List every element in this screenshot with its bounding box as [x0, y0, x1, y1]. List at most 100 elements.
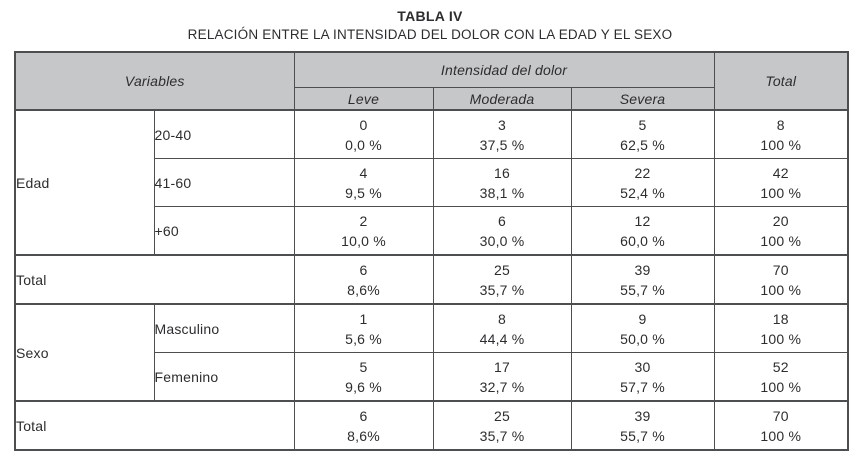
row-label: 41-60: [153, 158, 295, 207]
data-cell: 8 44,4 %: [432, 303, 572, 353]
percent-value: 35,7 %: [479, 281, 525, 298]
percent-value: 5,6 %: [345, 330, 382, 347]
data-cell: 0 0,0 %: [293, 109, 434, 159]
header-row-1: Variables Intensidad del dolor Total: [14, 51, 849, 111]
count-value: 3: [498, 116, 506, 133]
count-value: 2: [359, 212, 368, 229]
percent-value: 32,7 %: [479, 378, 525, 395]
data-cell: 25 35,7 %: [432, 254, 572, 305]
percent-value: 57,7 %: [620, 378, 665, 395]
table-title: TABLA IV: [397, 8, 463, 24]
data-cell: 6 8,6%: [293, 400, 434, 451]
percent-value: 9,5 %: [345, 184, 382, 201]
data-cell: 39 55,7 %: [570, 254, 715, 305]
header-level-severa: Severa: [570, 87, 715, 111]
data-cell: 30 57,7 %: [570, 352, 715, 402]
data-cell: 70 100 %: [713, 254, 849, 305]
header-variables: Variables: [14, 51, 295, 111]
data-cell: 70 100 %: [713, 400, 849, 451]
count-value: 5: [359, 358, 368, 375]
data-cell: 39 55,7 %: [570, 400, 715, 451]
data-cell: 5 9,6 %: [293, 352, 434, 402]
total-label: Total: [14, 254, 295, 305]
data-cell: 8 100 %: [713, 109, 849, 159]
percent-value: 35,7 %: [479, 427, 525, 444]
percent-value: 100 %: [760, 232, 802, 249]
data-cell: 20 100 %: [713, 206, 849, 256]
data-cell: 25 35,7 %: [432, 400, 572, 451]
count-value: 6: [498, 212, 506, 229]
table-row-sexo-masculino: Sexo Masculino 1 5,6 % 8 44,4 % 9 50,0 % 18…: [14, 303, 849, 402]
row-label: +60: [153, 206, 295, 256]
percent-value: 8,6%: [347, 427, 380, 444]
percent-value: 100 %: [760, 378, 802, 395]
count-value: 52: [772, 358, 789, 375]
data-cell: 3 37,5 %: [432, 109, 572, 159]
percent-value: 55,7 %: [620, 281, 665, 298]
count-value: 0: [359, 116, 368, 133]
header-level-leve: Leve: [293, 87, 434, 111]
count-value: 8: [498, 310, 506, 327]
count-value: 20: [772, 212, 789, 229]
percent-value: 100 %: [760, 281, 802, 298]
data-cell: 1 5,6 %: [293, 303, 434, 353]
table-row-edad-60plus: +60 2 10,0 % 6 30,0 % 12 60,0 % 20 100 %: [15, 206, 849, 256]
count-value: 30: [634, 358, 651, 375]
count-value: 16: [494, 164, 510, 181]
count-value: 17: [494, 358, 510, 375]
count-value: 70: [772, 261, 789, 278]
table-row-total-edad: Total 6 8,6% 25 35,7 % 39 55,7 % 70 100 %: [14, 254, 849, 305]
percent-value: 100 %: [760, 330, 802, 347]
count-value: 9: [638, 310, 647, 327]
count-value: 12: [634, 212, 651, 229]
total-label: Total: [14, 400, 295, 451]
count-value: 39: [634, 261, 651, 278]
count-value: 70: [772, 407, 789, 424]
row-label: 20-40: [153, 109, 295, 159]
data-cell: 52 100 %: [713, 352, 849, 402]
percent-value: 100 %: [760, 136, 802, 153]
header-level-moderada: Moderada: [432, 87, 572, 111]
data-cell: 22 52,4 %: [570, 158, 715, 207]
table-row-total-sexo: Total 6 8,6% 25 35,7 % 39 55,7 % 70 100 %: [14, 400, 849, 451]
data-cell: 4 9,5 %: [293, 158, 434, 207]
percent-value: 52,4 %: [620, 184, 665, 201]
data-cell: 6 30,0 %: [432, 206, 572, 256]
percent-value: 38,1 %: [479, 184, 525, 201]
percent-value: 8,6%: [347, 281, 380, 298]
row-label: Masculino: [153, 303, 295, 353]
header-total: Total: [713, 51, 849, 111]
count-value: 25: [494, 261, 510, 278]
percent-value: 44,4 %: [479, 330, 525, 347]
count-value: 39: [634, 407, 651, 424]
count-value: 22: [634, 164, 651, 181]
percent-value: 37,5 %: [479, 136, 525, 153]
count-value: 6: [359, 261, 368, 278]
data-cell: 9 50,0 %: [570, 303, 715, 353]
percent-value: 30,0 %: [479, 232, 525, 249]
count-value: 6: [359, 407, 368, 424]
data-cell: 2 10,0 %: [293, 206, 434, 256]
intensity-table: Variables Intensidad del dolor Total Lev…: [14, 51, 850, 451]
group-label-sexo: Sexo: [14, 303, 155, 402]
header-intensity-group: Intensidad del dolor: [293, 51, 715, 88]
percent-value: 10,0 %: [341, 232, 386, 249]
percent-value: 50,0 %: [620, 330, 665, 347]
data-cell: 6 8,6%: [293, 254, 434, 305]
data-cell: 17 32,7 %: [432, 352, 572, 402]
percent-value: 100 %: [760, 184, 802, 201]
table-row-edad-41-60: 41-60 4 9,5 % 16 38,1 % 22 52,4 % 42 100 %: [15, 158, 849, 207]
data-cell: 12 60,0 %: [570, 206, 715, 256]
count-value: 42: [772, 164, 789, 181]
percent-value: 100 %: [760, 427, 802, 444]
count-value: 5: [638, 116, 647, 133]
percent-value: 0,0 %: [345, 136, 382, 153]
percent-value: 60,0 %: [620, 232, 665, 249]
count-value: 18: [772, 310, 789, 327]
percent-value: 55,7 %: [620, 427, 665, 444]
data-cell: 5 62,5 %: [570, 109, 715, 159]
group-label-edad: Edad: [14, 109, 155, 256]
percent-value: 9,6 %: [345, 378, 382, 395]
data-cell: 42 100 %: [713, 158, 849, 207]
